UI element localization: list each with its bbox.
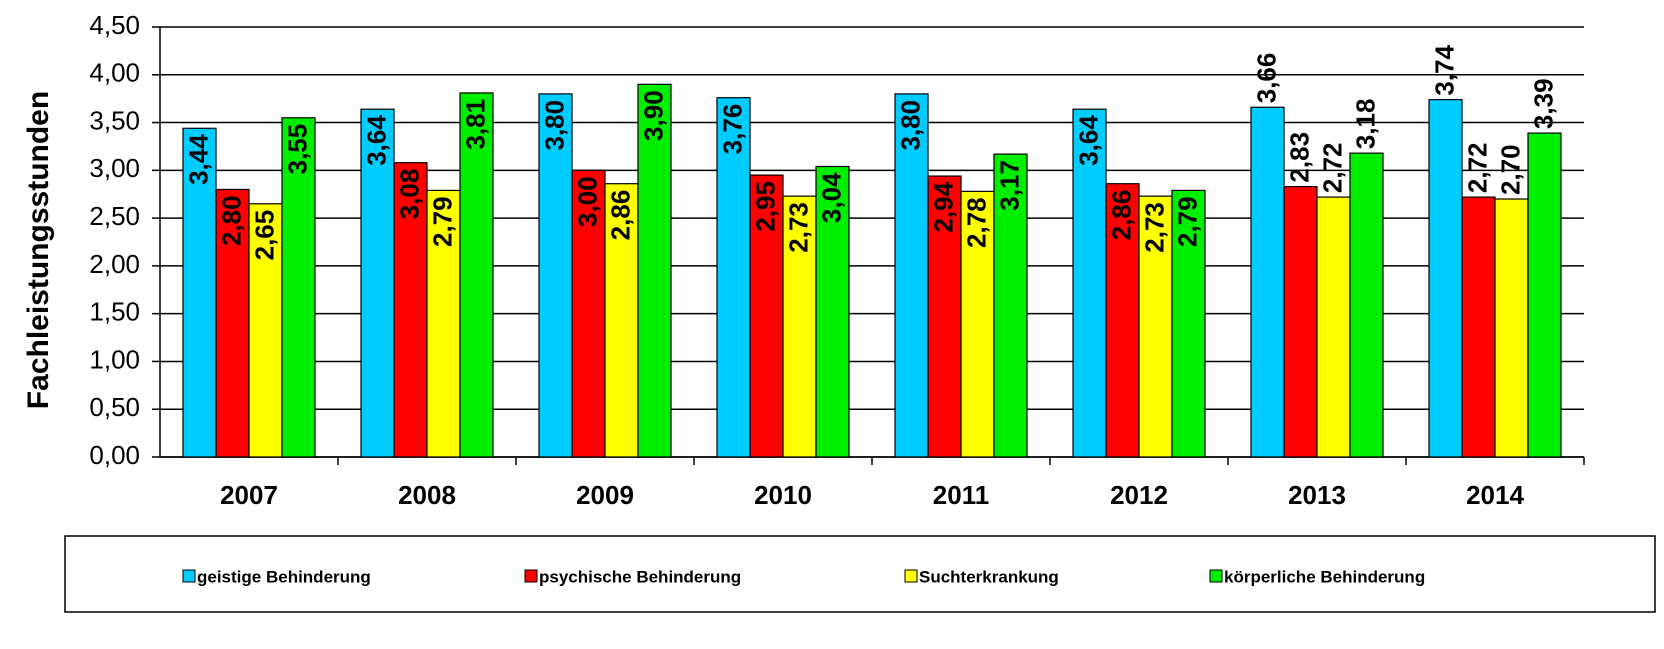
legend-box	[64, 535, 1656, 613]
data-label: 2,73	[783, 202, 813, 253]
data-label: 3,08	[394, 169, 424, 220]
legend-swatch	[524, 569, 538, 583]
data-label: 3,00	[572, 176, 602, 227]
y-tick-label: 0,50	[89, 392, 140, 422]
bar	[1316, 196, 1351, 458]
bar	[604, 183, 639, 458]
bar	[360, 108, 395, 458]
data-label: 3,17	[994, 160, 1024, 211]
bar	[248, 203, 283, 458]
data-label: 2,86	[605, 190, 635, 241]
y-tick-label: 4,50	[89, 10, 140, 40]
data-label: 3,81	[460, 99, 490, 150]
data-label: 3,55	[282, 124, 312, 175]
data-label: 3,66	[1251, 53, 1281, 104]
bar	[571, 169, 606, 458]
data-label: 2,80	[216, 195, 246, 246]
bar	[815, 165, 850, 458]
x-tick-label: 2008	[398, 480, 456, 510]
data-label: 3,80	[539, 100, 569, 151]
bar	[215, 188, 250, 458]
data-label: 2,79	[1172, 196, 1202, 247]
bar	[637, 83, 672, 458]
bar	[538, 93, 573, 458]
y-tick-label: 0,00	[89, 440, 140, 470]
bar	[281, 117, 316, 458]
data-label: 3,64	[361, 115, 391, 166]
y-tick-label: 3,50	[89, 105, 140, 135]
x-tick-label: 2011	[933, 480, 989, 510]
data-label: 3,90	[638, 90, 668, 141]
legend-swatch	[182, 569, 196, 583]
data-label: 2,72	[1317, 142, 1347, 193]
bar	[993, 153, 1028, 458]
data-label: 2,95	[750, 181, 780, 232]
y-axis-label: Fachleistungsstunden	[22, 91, 55, 409]
data-label: 3,64	[1073, 115, 1103, 166]
data-label: 3,18	[1350, 99, 1380, 150]
y-tick-label: 2,50	[89, 201, 140, 231]
data-label: 2,86	[1106, 190, 1136, 241]
bar	[1461, 196, 1496, 458]
x-tick-label: 2013	[1288, 480, 1346, 510]
bar	[1171, 189, 1206, 458]
bar	[1428, 99, 1463, 458]
legend-label: psychische Behinderung	[539, 567, 741, 586]
data-label: 2,79	[427, 196, 457, 247]
data-label: 3,74	[1429, 44, 1459, 95]
bar	[960, 190, 995, 458]
x-tick-label: 2009	[576, 480, 634, 510]
bar	[393, 162, 428, 458]
bar	[1250, 106, 1285, 458]
legend-label: geistige Behinderung	[197, 567, 371, 586]
bar	[1494, 198, 1529, 458]
y-tick-label: 4,00	[89, 58, 140, 88]
data-label: 2,70	[1495, 144, 1525, 195]
y-tick-label: 2,00	[89, 249, 140, 279]
legend-swatch	[1209, 569, 1223, 583]
data-label: 3,44	[183, 134, 213, 185]
data-label: 2,83	[1284, 132, 1314, 183]
data-label: 2,73	[1139, 202, 1169, 253]
x-tick-label: 2010	[754, 480, 812, 510]
bar	[1138, 195, 1173, 458]
bar	[426, 189, 461, 458]
data-label: 2,65	[249, 210, 279, 261]
bar	[894, 93, 929, 458]
x-tick-label: 2012	[1110, 480, 1168, 510]
legend-label: körperliche Behinderung	[1224, 567, 1425, 586]
bar	[749, 174, 784, 458]
bar	[1527, 132, 1562, 458]
data-label: 2,78	[961, 197, 991, 248]
bar	[182, 127, 217, 458]
y-tick-label: 1,00	[89, 344, 140, 374]
data-label: 2,94	[928, 182, 958, 233]
data-label: 3,39	[1528, 78, 1558, 129]
y-tick-label: 3,00	[89, 153, 140, 183]
legend-label: Suchterkrankung	[919, 567, 1059, 586]
bar	[1283, 185, 1318, 458]
bar	[782, 195, 817, 458]
bar	[459, 92, 494, 458]
x-tick-label: 2007	[220, 480, 278, 510]
bar	[716, 97, 751, 458]
legend-swatch	[904, 569, 918, 583]
x-tick-label: 2014	[1466, 480, 1524, 510]
bar	[1349, 152, 1384, 458]
data-label: 3,76	[717, 104, 747, 155]
y-tick-label: 1,50	[89, 297, 140, 327]
data-label: 2,72	[1462, 142, 1492, 193]
data-label: 3,04	[816, 172, 846, 223]
data-label: 3,80	[895, 100, 925, 151]
